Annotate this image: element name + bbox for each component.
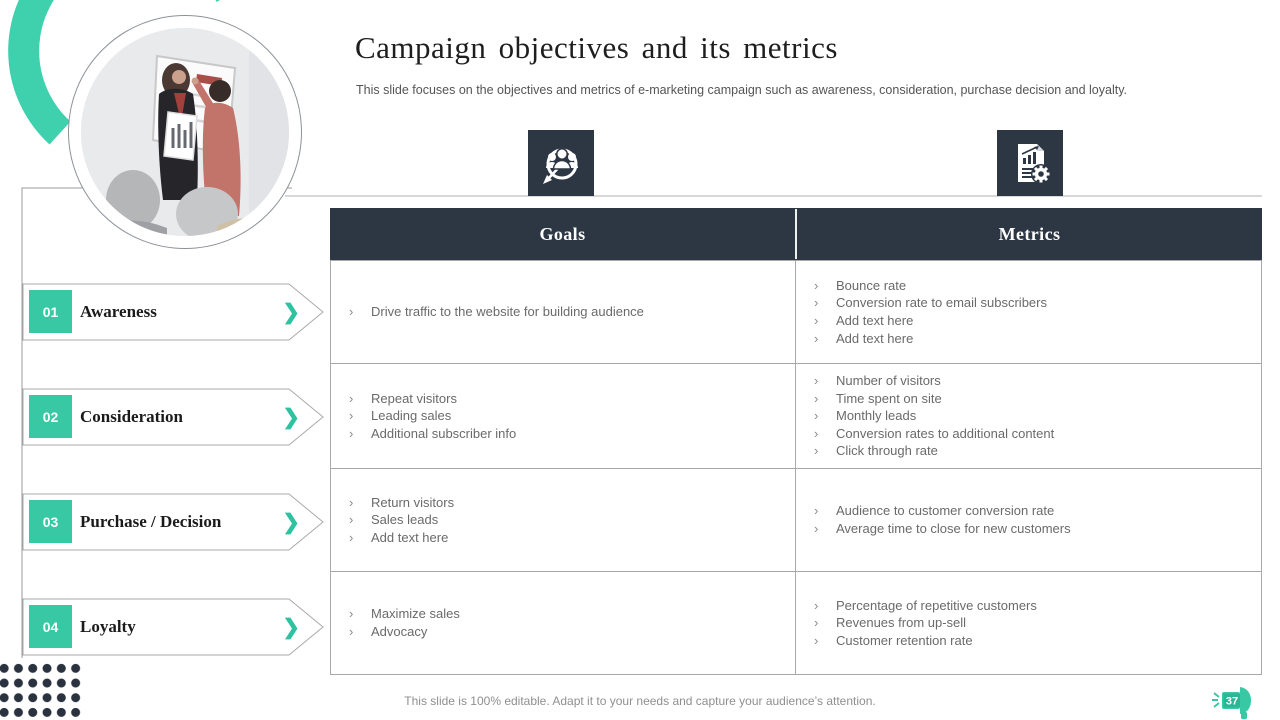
goal-item: › Add text here [349, 529, 449, 545]
metric-item: › Bounce rate [814, 277, 907, 293]
goal-item: › Advocacy [349, 624, 428, 639]
bullet-icon: › [349, 624, 354, 639]
stage-item-purchase-decision: 03 Purchase / Decision ❯ [22, 493, 324, 551]
metric-item: › Click through rate [814, 443, 938, 459]
goals-cell: › Return visitors › Sales leads › Add text … [331, 468, 796, 571]
audience-target-icon [543, 148, 578, 184]
table-row-consideration: › Repeat visitors › Leading sales › Additio… [331, 364, 1261, 469]
chevron-right-icon: ❯ [282, 510, 300, 534]
stage-number: 04 [29, 605, 72, 648]
metrics-cell: › Number of visitors › Time spent on site … [796, 364, 1261, 468]
stage-item-consideration: 02 Consideration ❯ [22, 388, 324, 446]
stage-label: Awareness [80, 302, 157, 321]
bullet-icon: › [814, 443, 819, 459]
metric-item: › Conversion rate to email subscribers [814, 295, 1047, 311]
bullet-icon: › [349, 304, 354, 320]
chevron-right-icon: ❯ [282, 615, 300, 639]
arrow-shape [22, 598, 324, 656]
goal-item: › Sales leads [349, 512, 439, 528]
metric-item: › Time spent on site [814, 390, 942, 406]
metrics-cell: › Percentage of repetitive customers › Rev… [796, 572, 1261, 674]
goal-item: › Return visitors [349, 494, 455, 510]
chevron-right-icon: ❯ [282, 405, 300, 429]
bullet-icon: › [814, 295, 819, 311]
bullet-icon: › [349, 529, 354, 545]
metric-item: › Monthly leads [814, 408, 917, 424]
bullet-icon: › [349, 512, 354, 528]
metric-item: › Average time to close for new customers [814, 520, 1071, 536]
megaphone-icon: 37 [1212, 687, 1251, 719]
goal-item: › Leading sales [349, 408, 452, 424]
table-row-awareness: › Drive traffic to the website for buildi… [331, 261, 1261, 365]
goal-item: › Additional subscriber info [349, 425, 517, 441]
goal-item: › Drive traffic to the website for buildi… [349, 304, 644, 320]
page-number: 37 [1226, 696, 1238, 708]
presentation-photo [81, 28, 289, 236]
photo-illustration [81, 28, 289, 236]
goal-item: › Repeat visitors [349, 390, 457, 406]
metrics-cell: › Bounce rate › Conversion rate to email s… [796, 261, 1261, 363]
bullet-icon: › [349, 390, 354, 406]
bullet-icon: › [814, 597, 819, 613]
table-header: Goals Metrics [330, 208, 1262, 260]
metric-item: › Customer retention rate [814, 632, 973, 648]
bullet-icon: › [814, 503, 819, 519]
metric-item: › Revenues from up-sell [814, 615, 967, 631]
metric-item: › Add text here [814, 330, 914, 346]
goal-item: › Maximize sales [349, 606, 460, 622]
metrics-icon-box [997, 130, 1063, 196]
metric-item: › Conversion rates to additional content [814, 425, 1055, 441]
page-title: Campaign objectives and its metrics [355, 30, 838, 65]
stage-label: Loyalty [80, 617, 136, 636]
table-header-goals: Goals [539, 223, 586, 244]
stage-item-loyalty: 04 Loyalty ❯ [22, 598, 324, 656]
bullet-icon: › [814, 277, 819, 293]
table-row-purchase-decision: › Return visitors › Sales leads › Add text … [331, 468, 1261, 572]
table-row-loyalty: › Maximize sales › Advocacy › Percentage of… [331, 572, 1261, 675]
stage-number: 01 [29, 290, 72, 333]
bullet-icon: › [349, 425, 354, 441]
footer-note: This slide is 100% editable. Adapt it to… [404, 694, 876, 708]
page-subtitle: This slide focuses on the objectives and… [356, 83, 1128, 97]
bullet-icon: › [814, 330, 819, 346]
arrow-shape [22, 493, 324, 551]
photo-circle-frame [68, 15, 302, 249]
table-header-metrics: Metrics [998, 223, 1061, 244]
goals-cell: › Maximize sales › Advocacy [331, 572, 796, 675]
stage-item-awareness: 01 Awareness ❯ [22, 283, 324, 341]
goals-cell: › Drive traffic to the website for buildi… [331, 261, 796, 364]
bullet-icon: › [814, 632, 819, 648]
bullet-icon: › [349, 408, 354, 424]
report-gear-icon [1018, 144, 1051, 184]
bullet-icon: › [814, 390, 819, 406]
header-divider [795, 209, 797, 259]
goals-metrics-table: › Drive traffic to the website for buildi… [330, 260, 1262, 675]
arrow-shape [22, 283, 324, 341]
metric-item: › Number of visitors [814, 373, 941, 389]
goals-cell: › Repeat visitors › Leading sales › Additio… [331, 364, 796, 468]
stage-number: 03 [29, 500, 72, 543]
bullet-icon: › [814, 425, 819, 441]
metric-item: › Audience to customer conversion rate [814, 503, 1055, 519]
dot-grid-decoration [0, 661, 85, 719]
bullet-icon: › [349, 494, 354, 510]
stage-label: Purchase / Decision [80, 512, 222, 531]
stage-number: 02 [29, 395, 72, 438]
bullet-icon: › [814, 313, 819, 328]
bullet-icon: › [814, 615, 819, 631]
metric-item: › Percentage of repetitive customers [814, 597, 1037, 613]
bullet-icon: › [814, 520, 819, 536]
goals-icon-box [528, 130, 594, 196]
bullet-icon: › [814, 408, 819, 424]
bullet-icon: › [814, 373, 819, 389]
chevron-right-icon: ❯ [282, 300, 300, 324]
metric-item: › Add text here [814, 313, 914, 328]
arrow-shape [22, 388, 324, 446]
metrics-cell: › Audience to customer conversion rate › A… [796, 469, 1261, 571]
stage-label: Consideration [80, 407, 183, 426]
bullet-icon: › [349, 606, 354, 622]
